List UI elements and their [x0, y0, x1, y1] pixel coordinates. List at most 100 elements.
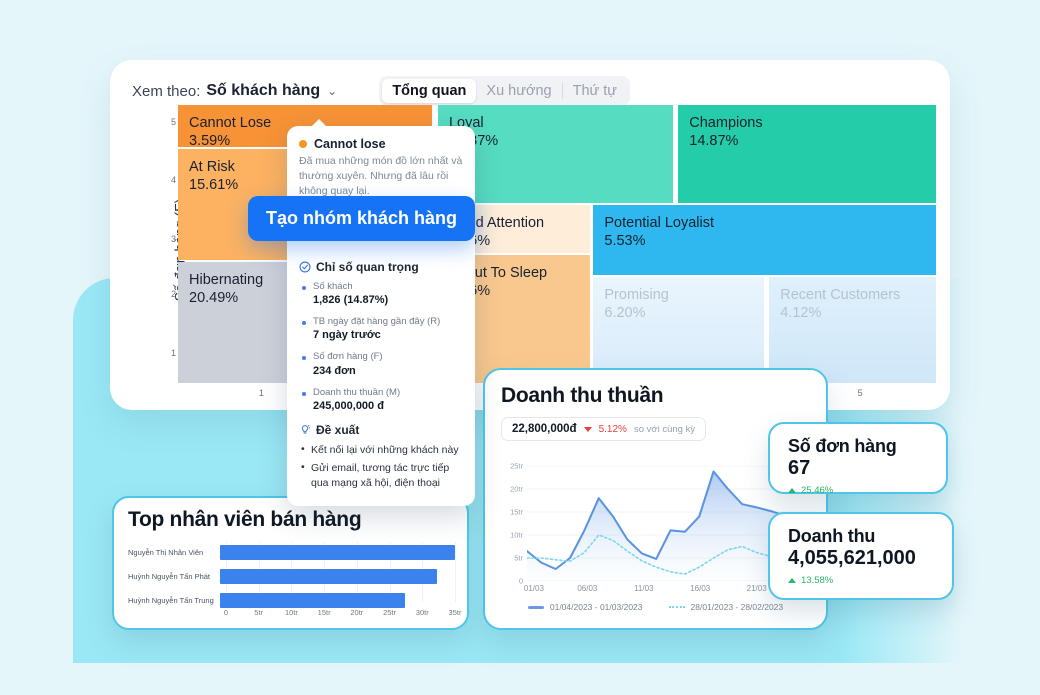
lightbulb-icon [301, 424, 311, 434]
legend-dotted-line-icon [668, 606, 685, 608]
top-sales-staff-card: Top nhân viên bán hàng Nguyễn Thị Nhân V… [112, 496, 469, 630]
trend-up-icon [788, 488, 796, 493]
treemap-cell-promising[interactable]: Promising 6.20% [593, 277, 764, 383]
kpi-value: 67 [788, 457, 811, 479]
revenue-legend: 01/04/2023 - 01/03/2023 28/01/2023 - 28/… [485, 602, 826, 612]
y-tick-25: 25tr [510, 461, 523, 471]
net-revenue-amount: 22,800,000đ [512, 423, 577, 435]
staff-name: Huỳnh Nguyễn Tấn Phát [128, 572, 210, 581]
x-tick-20: 20tr [350, 608, 364, 617]
tab-thu-tu[interactable]: Thứ tự [572, 83, 617, 99]
staff-bar [220, 593, 406, 608]
y-tick-0: 0 [518, 576, 523, 586]
x-tick-25: 25tr [383, 608, 397, 617]
rfm-overview-card: Xem theo: Số khách hàng ⌄ Tổng quan Xu h… [110, 60, 950, 410]
metrics-list: Số khách 1,826 (14.87%) TB ngày đặt hàng… [299, 281, 463, 415]
x-tick-1: 1 [258, 388, 264, 398]
kpi-delta-text: 25.46% [801, 485, 834, 496]
treemap-cell-champions[interactable]: Champions 14.87% [678, 105, 936, 203]
staff-bar-row[interactable]: Huỳnh Nguyễn Tấn Phát [128, 568, 455, 585]
cell-name: Champions [689, 115, 763, 131]
x-tick-30: 30tr [415, 608, 429, 617]
x-tick-10: 10tr [284, 608, 298, 617]
cell-value: 6.20% [604, 305, 646, 322]
kpi-delta: 25.46% [788, 485, 930, 496]
tab-xu-huong[interactable]: Xu hướng [486, 83, 552, 99]
staff-bar-track [220, 544, 455, 561]
staff-bar-row[interactable]: Nguyễn Thị Nhân Viên [128, 544, 455, 561]
metric-value: 1,826 (14.87%) [313, 294, 389, 306]
legend-item-previous[interactable]: 28/01/2023 - 28/02/2023 [668, 602, 783, 612]
kpi-title: Số đơn hàng [788, 436, 897, 456]
view-mode-tabs: Tổng quan Xu hướng Thứ tự [379, 76, 630, 106]
legend-item-current[interactable]: 01/04/2023 - 01/03/2023 [527, 602, 643, 612]
cell-name: Potential Loyalist [604, 215, 714, 231]
metric-key: Doanh thu thuần (M) [313, 386, 401, 398]
top-sales-staff-chart: Nguyễn Thị Nhân Viên Huỳnh Nguyễn Tấn Ph… [128, 542, 462, 620]
net-revenue-line-chart: 0 5tr 10tr 15tr 20tr 25tr [499, 462, 814, 586]
y-tick-4: 4 [170, 175, 176, 185]
x-tick-2: 11/03 [634, 584, 654, 593]
tooltip-title: Cannot lose [314, 137, 386, 151]
revenue-y-ticks: 0 5tr 10tr 15tr 20tr 25tr [499, 462, 523, 586]
metric-value: 234 đơn [313, 364, 356, 377]
net-revenue-summary-pill: 22,800,000đ 5.12% so với cùng kỳ [501, 417, 707, 441]
tab-separator [561, 83, 563, 99]
x-tick-1: 06/03 [577, 584, 598, 593]
metric-item: Số khách 1,826 (14.87%) [299, 281, 463, 309]
metrics-section-label: Chỉ số quan trọng [316, 259, 419, 274]
x-tick-35: 35tr [448, 608, 462, 617]
cell-name: At Risk [189, 159, 235, 175]
x-tick-0: 01/03 [523, 584, 544, 593]
cell-name: Loyal [448, 115, 484, 131]
metrics-section-header: Chỉ số quan trọng [299, 260, 463, 274]
trend-up-icon [788, 578, 796, 583]
cell-name: Cannot Lose [189, 115, 272, 131]
cell-value: 4.12% [780, 305, 822, 322]
chevron-down-icon[interactable]: ⌄ [327, 84, 338, 98]
kpi-delta-text: 13.58% [801, 575, 834, 586]
staff-bar [220, 545, 455, 560]
cell-value: 14.87% [449, 132, 662, 151]
staff-x-ticks: 0 5tr 10tr 15tr 20tr 25tr 30tr 35tr [224, 608, 462, 620]
staff-name: Huỳnh Nguyễn Tấn Trung [128, 596, 214, 605]
treemap-cell-potential-loyalist[interactable]: Potential Loyalist 5.53% [593, 205, 936, 275]
suggestion-section-label: Đề xuất [316, 422, 360, 437]
treemap-cell-recent-customers[interactable]: Recent Customers 4.12% [769, 277, 936, 383]
net-revenue-card: Doanh thu thuần 22,800,000đ 5.12% so với… [483, 368, 828, 630]
metric-value: 7 ngày trước [313, 329, 381, 342]
kpi-card-revenue: Doanh thu 4,055,621,000 13.58% [768, 512, 954, 600]
metric-key: Số khách [313, 280, 353, 292]
view-by-value[interactable]: Số khách hàng [206, 82, 321, 99]
x-tick-15: 15tr [317, 608, 331, 617]
net-revenue-compare-label: so với cùng kỳ [633, 423, 696, 435]
treemap-container: Số đơn hàng (F) 5 4 3 2 1 Cannot Lose 3.… [132, 105, 936, 398]
segment-tooltip: Cannot lose Đã mua những món đồ lớn nhất… [287, 119, 475, 506]
view-by-label: Xem theo: [132, 82, 201, 100]
metric-item: Doanh thu thuần (M) 245,000,000 đ [299, 387, 463, 415]
legend-label: 01/04/2023 - 01/03/2023 [549, 602, 643, 612]
net-revenue-title: Doanh thu thuần [501, 384, 664, 407]
staff-bar-track [220, 568, 455, 585]
staff-bar-row[interactable]: Huỳnh Nguyễn Tấn Trung [128, 592, 455, 609]
kpi-card-orders: Số đơn hàng 67 25.46% [768, 422, 948, 496]
tooltip-description: Đã mua những món đồ lớn nhất và thường x… [299, 155, 463, 198]
cell-value: 15.61% [189, 177, 239, 194]
cell-value: 14.87% [689, 133, 739, 150]
trend-down-icon [583, 426, 592, 432]
kpi-value: 4,055,621,000 [788, 547, 916, 569]
suggestion-list: Kết nối lại với những khách này Gửi emai… [299, 442, 463, 491]
treemap-y-ticks: 5 4 3 2 1 [154, 105, 176, 383]
metric-item: Số đơn hàng (F) 234 đơn [299, 351, 463, 379]
segment-color-dot-icon [299, 140, 307, 148]
x-tick-5: 5 [857, 388, 863, 398]
top-sales-staff-title: Top nhân viên bán hàng [128, 508, 362, 531]
staff-bar [220, 569, 437, 584]
tab-tong-quan[interactable]: Tổng quan [382, 79, 477, 103]
net-revenue-delta: 5.12% [598, 423, 627, 435]
create-customer-group-button[interactable]: Tạo nhóm khách hàng [248, 196, 476, 241]
metric-item: TB ngày đặt hàng gần đây (R) 7 ngày trướ… [299, 316, 463, 344]
metric-value: 245,000,000 đ [313, 399, 384, 412]
cell-value: 20.49% [189, 290, 239, 307]
